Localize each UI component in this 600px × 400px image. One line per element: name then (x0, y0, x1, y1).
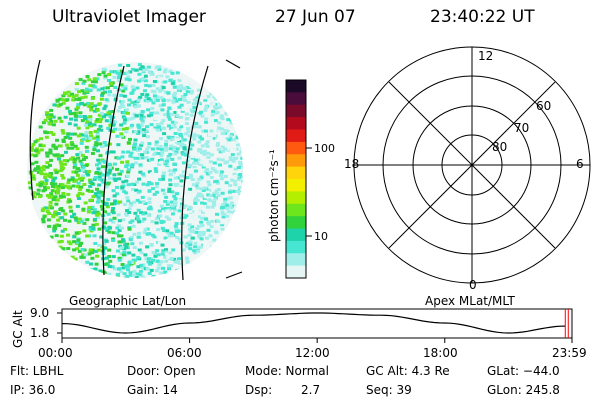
info-gc-alt: GC Alt: 4.3 Re (366, 364, 450, 378)
alt-xtick-label: 00:00 (38, 346, 73, 360)
info-glat: GLat: −44.0 (487, 364, 560, 378)
colorbar-swatch (286, 253, 306, 267)
color-bar-frame (285, 79, 307, 279)
info-gain: Gain: 14 (127, 383, 178, 397)
colorbar-swatch (286, 141, 306, 155)
mlt-label-12: 12 (478, 49, 493, 63)
apex-caption: Apex MLat/MLT (425, 294, 515, 308)
info-mode: Mode: Normal (245, 364, 329, 378)
lat-label-80: 80 (492, 140, 507, 154)
info-glon: GLon: 245.8 (487, 383, 560, 397)
longitude-arc (102, 65, 125, 276)
color-bar (286, 80, 306, 279)
info-door: Door: Open (127, 364, 196, 378)
alt-ytick-label-9: 9.0 (30, 306, 49, 320)
longitude-arc (225, 59, 241, 69)
alt-xtick-label: 06:00 (167, 346, 202, 360)
colorbar-swatch (286, 203, 306, 217)
info-seq: Seq: 39 (366, 383, 412, 397)
longitude-arc (225, 271, 243, 279)
colorbar-swatch (286, 117, 306, 131)
polar-line-diag (388, 81, 556, 249)
longitude-arc (181, 65, 209, 281)
mlt-label-18: 18 (344, 157, 359, 171)
colorbar-swatch (286, 154, 306, 168)
colorbar-unit-label: photon cm⁻²s⁻¹ (267, 149, 281, 242)
colorbar-swatch (286, 228, 306, 242)
colorbar-swatch (286, 92, 306, 106)
colorbar-tick-100: 100 (314, 142, 335, 155)
alt-xticks (61, 338, 573, 343)
instrument-title: Ultraviolet Imager (52, 7, 206, 27)
uv-image-disk (27, 62, 243, 278)
colorbar-swatch (286, 129, 306, 143)
colorbar-swatch (286, 80, 306, 93)
colorbar-swatch (286, 240, 306, 254)
geographic-caption: Geographic Lat/Lon (69, 294, 187, 308)
colorbar-swatch (286, 104, 306, 118)
info-ip: IP: 36.0 (10, 383, 56, 397)
alt-ytick-label-1.8: 1.8 (30, 326, 49, 340)
longitude-arc (29, 59, 41, 201)
lat-label-60: 60 (536, 99, 551, 113)
uv-speckles (27, 63, 243, 278)
alt-xtick-label: 18:00 (423, 346, 458, 360)
info-filter: Flt: LBHL (10, 364, 64, 378)
colorbar-swatch (286, 191, 306, 205)
info-dsp-value: 2.7 (301, 383, 321, 397)
time-label: 23:40:22 UT (430, 7, 535, 27)
alt-ylabel: GC Alt (11, 310, 25, 348)
info-dsp-label: Dsp: (245, 383, 273, 397)
polar-grid (353, 46, 591, 284)
lat-label-70: 70 (514, 121, 529, 135)
date-label: 27 Jun 07 (275, 7, 356, 27)
altitude-line (61, 312, 566, 334)
mlt-label-6: 6 (576, 157, 584, 171)
colorbar-tick-10: 10 (314, 230, 328, 243)
colorbar-swatch (286, 216, 306, 230)
alt-xtick-label: 23:59 (552, 346, 587, 360)
mlt-label-0: 0 (469, 278, 477, 292)
colorbar-swatch (286, 166, 306, 180)
colorbar-swatch (286, 179, 306, 192)
colorbar-swatch (286, 265, 306, 279)
alt-xtick-label: 12:00 (295, 346, 330, 360)
